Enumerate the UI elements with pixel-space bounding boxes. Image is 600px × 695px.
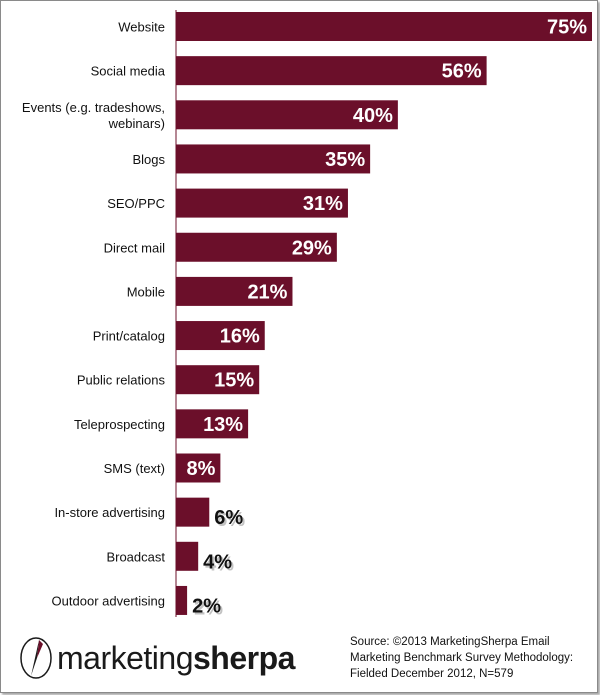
category-label: webinars) — [108, 116, 165, 131]
bar — [176, 321, 265, 351]
data-label: 75% — [547, 17, 587, 39]
bar — [176, 56, 487, 86]
bar — [176, 12, 592, 41]
data-label: 21% — [247, 281, 287, 303]
category-label: Website — [118, 20, 165, 35]
bar — [176, 188, 348, 218]
category-label: In-store advertising — [54, 505, 165, 520]
source-line: Marketing Benchmark Survey Methodology: — [350, 652, 574, 664]
source-line: Fielded December 2012, N=579 — [350, 668, 514, 680]
data-label-shadow: 2% — [194, 597, 223, 619]
category-label: Outdoor advertising — [52, 593, 165, 608]
category-label: Public relations — [77, 373, 166, 388]
bar — [176, 276, 293, 306]
category-label: Direct mail — [104, 240, 166, 255]
data-label: 13% — [203, 414, 243, 436]
data-label: 6% — [214, 507, 243, 529]
source-note: Source: ©2013 MarketingSherpa Email Mark… — [350, 634, 595, 682]
category-label: Print/catalog — [93, 329, 165, 344]
bar — [176, 497, 210, 527]
marketingsherpa-logo: marketingsherpa — [17, 634, 295, 682]
data-label: 2% — [192, 595, 221, 617]
logo-wordmark: marketingsherpa — [57, 640, 295, 676]
category-label: Teleprospecting — [74, 417, 165, 432]
data-label: 8% — [186, 458, 215, 480]
compass-icon — [20, 637, 52, 679]
data-label: 4% — [203, 551, 232, 573]
data-label: 56% — [442, 61, 482, 83]
bar — [176, 541, 199, 571]
bar — [176, 232, 337, 262]
data-label-shadow: 4% — [205, 553, 234, 575]
category-label: SMS (text) — [104, 461, 165, 476]
bar — [176, 100, 398, 130]
data-label: 29% — [292, 237, 332, 259]
data-label: 40% — [353, 105, 393, 127]
bar — [176, 365, 260, 395]
data-label: 16% — [220, 326, 260, 348]
data-label: 15% — [214, 370, 254, 392]
category-label: Broadcast — [106, 549, 165, 564]
category-label: SEO/PPC — [107, 196, 165, 211]
category-label: Mobile — [127, 284, 165, 299]
data-label-shadow: 6% — [216, 509, 245, 531]
source-line: Source: ©2013 MarketingSherpa Email — [350, 636, 550, 648]
category-label: Social media — [91, 64, 166, 79]
bar — [176, 144, 371, 174]
bar — [176, 409, 249, 439]
bar-chart: Website 75% Social media 56% Events (e.g. tr… — [22, 10, 592, 619]
category-label: Events (e.g. tradeshows, — [22, 100, 165, 115]
data-label: 31% — [303, 193, 343, 215]
bar — [176, 453, 221, 483]
bar — [176, 585, 188, 615]
category-label: Blogs — [132, 152, 165, 167]
data-label: 35% — [325, 149, 365, 171]
